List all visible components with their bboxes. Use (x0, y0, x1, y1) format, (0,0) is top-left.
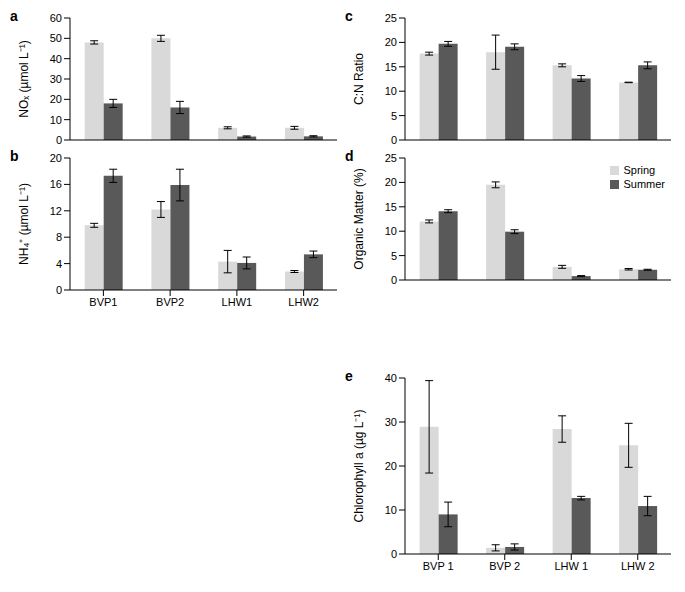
svg-text:0: 0 (391, 274, 397, 286)
svg-text:BVP 2: BVP 2 (489, 560, 520, 572)
svg-text:5: 5 (391, 250, 397, 262)
svg-text:10: 10 (385, 225, 397, 237)
svg-text:Organic Matter (%): Organic Matter (%) (352, 168, 366, 269)
svg-text:20: 20 (385, 460, 397, 472)
svg-text:20: 20 (50, 93, 62, 105)
html-text:Spring: Spring (623, 164, 656, 176)
svg-text:BVP2: BVP2 (156, 296, 184, 308)
svg-text:30: 30 (50, 73, 62, 85)
svg-text:0: 0 (391, 548, 397, 560)
svg-text:15: 15 (385, 201, 397, 213)
svg-text:LHW2: LHW2 (288, 296, 319, 308)
svg-text:LHW1: LHW1 (222, 296, 253, 308)
svg-text:20: 20 (385, 36, 397, 48)
svg-text:C:N Ratio: C:N Ratio (352, 53, 366, 105)
svg-text:NH₄⁺ (µmol L⁻¹): NH₄⁺ (µmol L⁻¹) (17, 183, 31, 265)
svg-text:20: 20 (385, 176, 397, 188)
html-text:e: e (345, 368, 353, 384)
html-text:Summer: Summer (623, 178, 665, 190)
html-text:d: d (345, 148, 354, 164)
html-text:c: c (345, 8, 353, 24)
svg-text:15: 15 (385, 61, 397, 73)
svg-text:0: 0 (56, 284, 62, 296)
svg-text:BVP1: BVP1 (89, 296, 117, 308)
svg-text:4: 4 (56, 258, 62, 270)
svg-text:25: 25 (385, 12, 397, 24)
svg-text:LHW 1: LHW 1 (554, 560, 588, 572)
svg-text:60: 60 (50, 12, 62, 24)
html-text:b: b (10, 148, 19, 164)
svg-text:5: 5 (391, 110, 397, 122)
svg-text:BVP 1: BVP 1 (423, 560, 454, 572)
svg-text:25: 25 (385, 152, 397, 164)
html-text:a: a (10, 8, 18, 24)
svg-text:Chlorophyll a (µg L⁻¹): Chlorophyll a (µg L⁻¹) (352, 410, 366, 523)
svg-text:LHW 2: LHW 2 (621, 560, 655, 572)
svg-text:10: 10 (385, 504, 397, 516)
svg-text:16: 16 (50, 178, 62, 190)
svg-text:0: 0 (56, 134, 62, 146)
svg-text:8: 8 (56, 231, 62, 243)
svg-text:40: 40 (385, 372, 397, 384)
svg-text:40: 40 (50, 53, 62, 65)
svg-text:12: 12 (50, 205, 62, 217)
svg-text:10: 10 (50, 114, 62, 126)
svg-text:50: 50 (50, 32, 62, 44)
svg-text:NOₓ (µmol L⁻¹): NOₓ (µmol L⁻¹) (17, 40, 31, 118)
svg-text:20: 20 (50, 152, 62, 164)
svg-text:30: 30 (385, 416, 397, 428)
svg-text:10: 10 (385, 85, 397, 97)
svg-text:0: 0 (391, 134, 397, 146)
